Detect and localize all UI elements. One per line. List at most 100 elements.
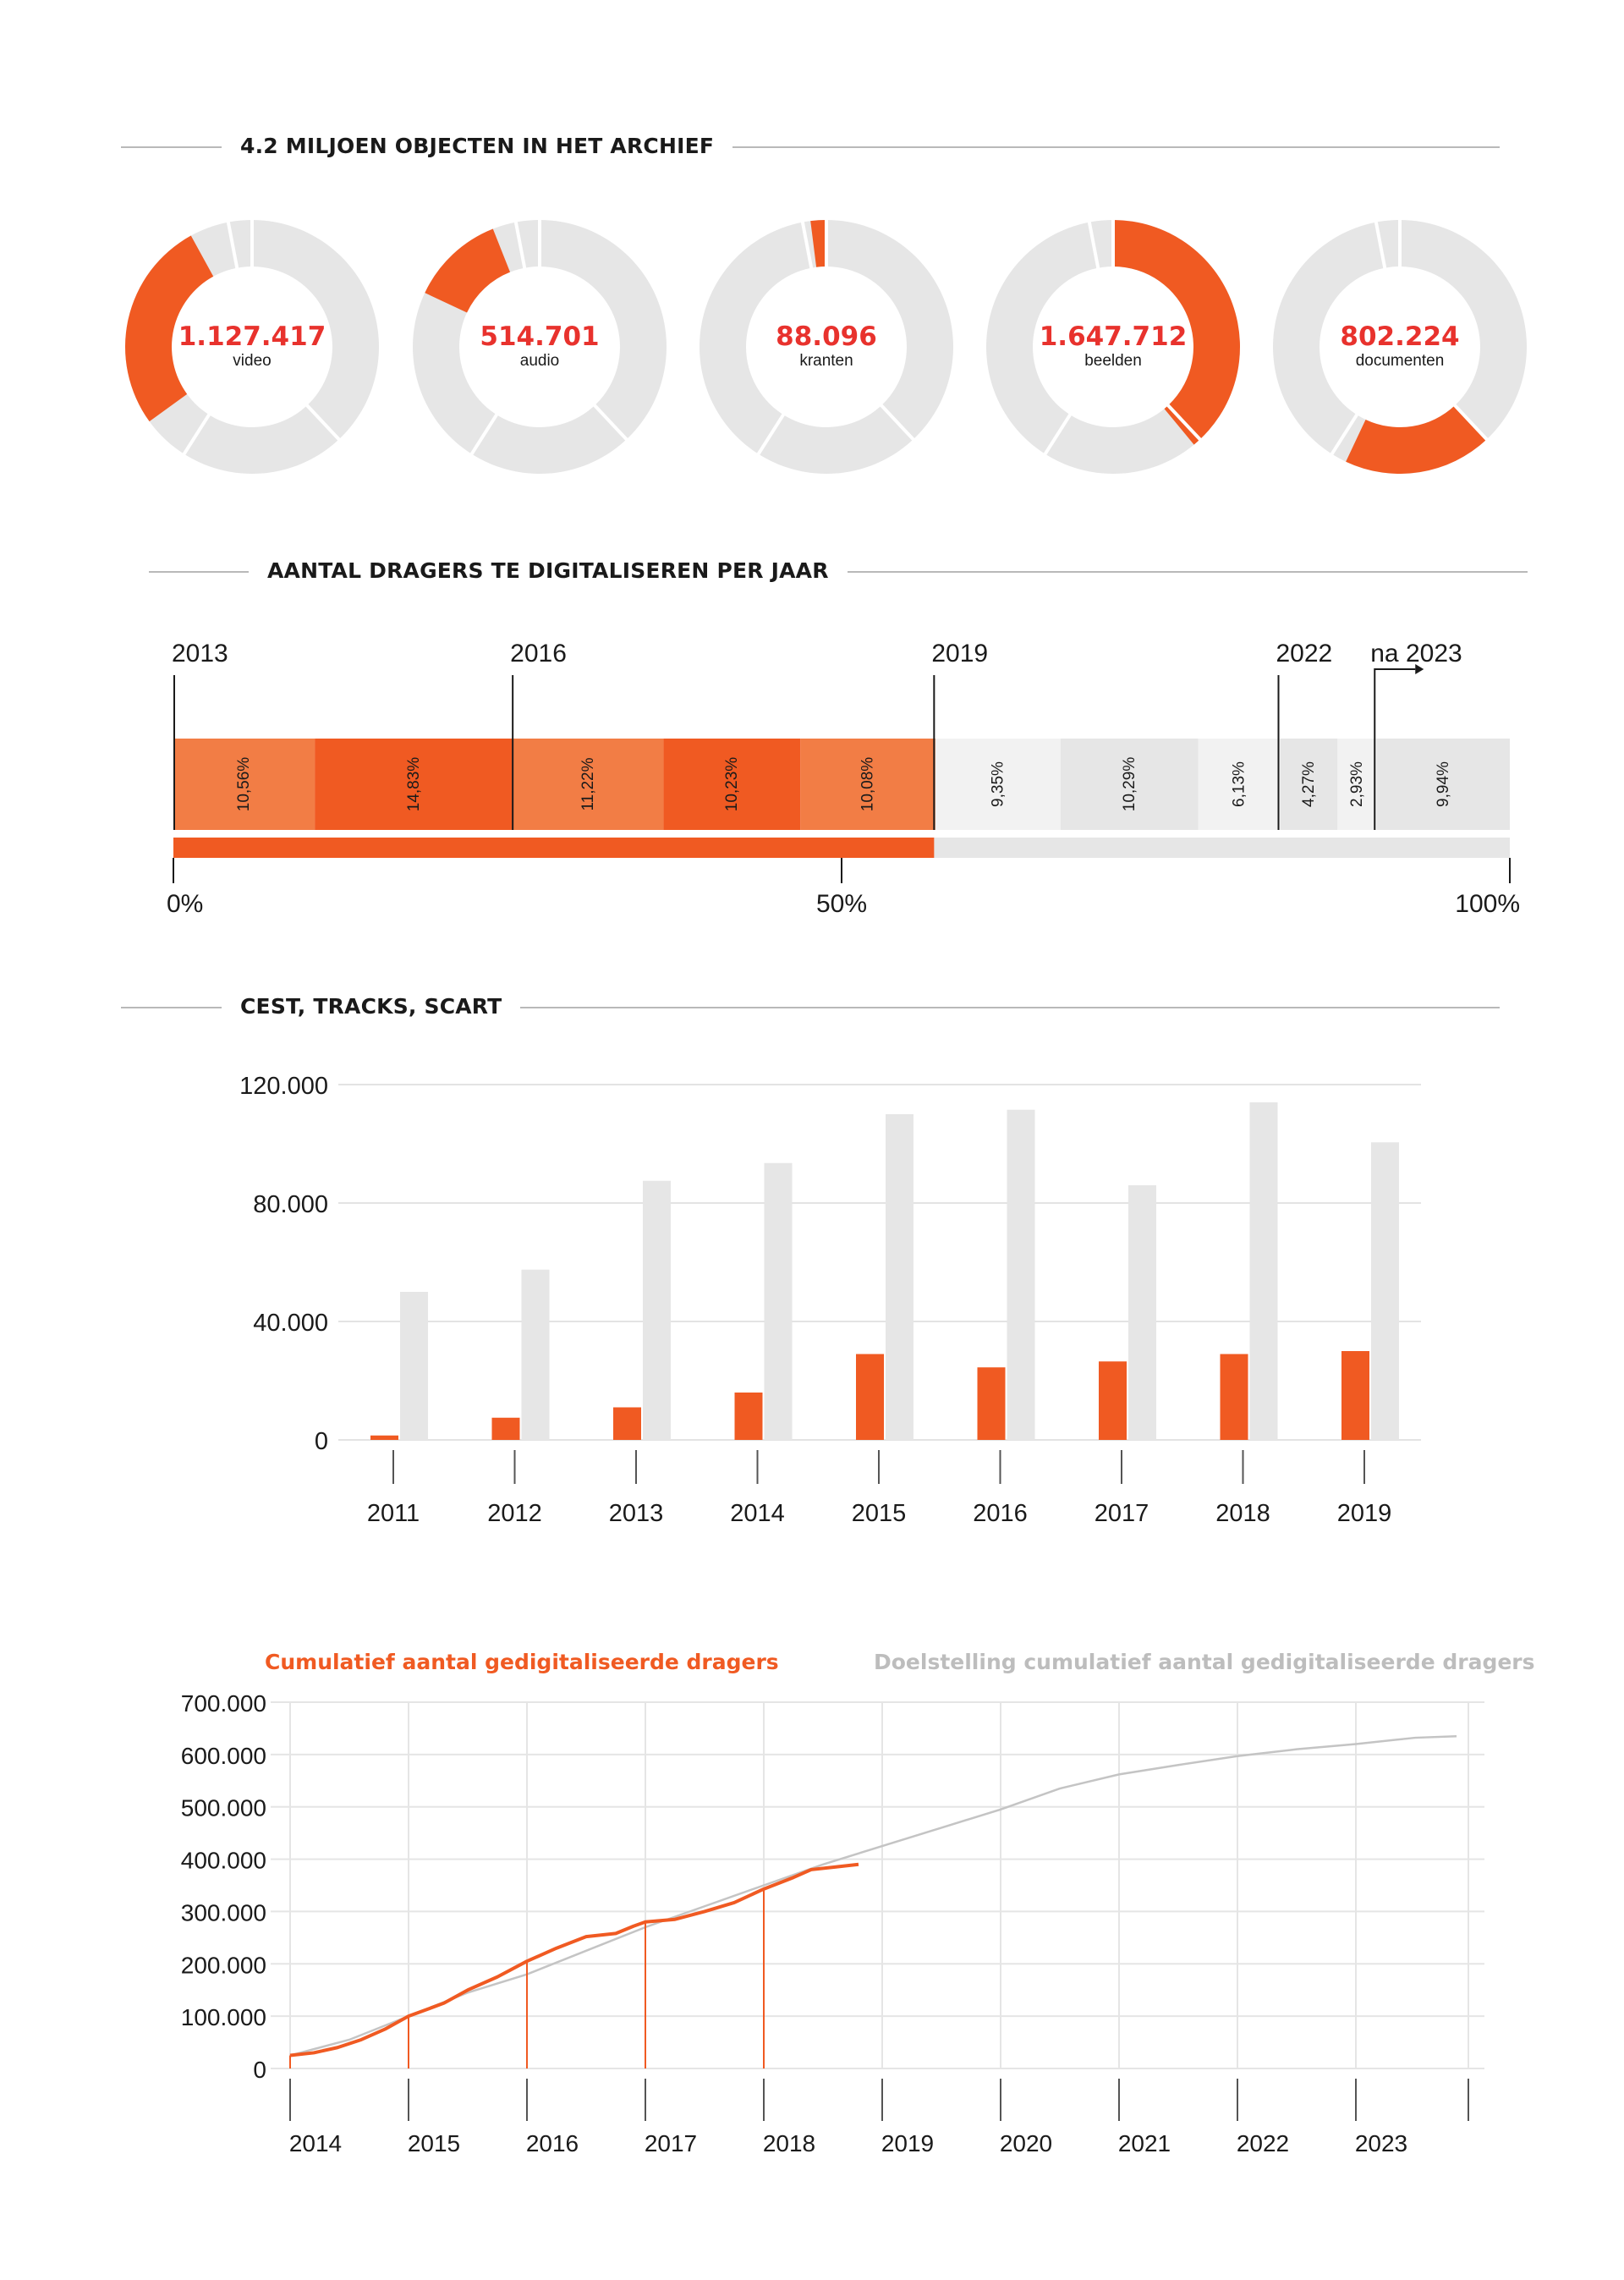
bar-grey xyxy=(1007,1109,1035,1440)
donut-ring xyxy=(1273,218,1527,474)
stack-segment xyxy=(1376,739,1510,830)
bar-orange xyxy=(977,1367,1006,1440)
donut-documenten: 802.224 documenten xyxy=(1269,216,1531,478)
bar-orange xyxy=(856,1354,884,1440)
x-tick-label: 2023 xyxy=(1355,2130,1407,2156)
x-tick-label: 2021 xyxy=(1118,2130,1171,2156)
donut-center-text: 514.701 audio xyxy=(409,216,671,478)
stack-segment-label: 10,08% xyxy=(859,757,877,812)
donut-value: 1.647.712 xyxy=(1039,321,1188,352)
donut-label: beelden xyxy=(1084,352,1142,371)
stack-segment xyxy=(1198,739,1281,830)
y-tick-label: 300.000 xyxy=(181,1899,266,1926)
bar-section-title: AANTAL DRAGERS TE DIGITALISEREN PER JAAR xyxy=(249,558,848,583)
donuts-section-title: 4.2 MILJOEN OBJECTEN IN HET ARCHIEF xyxy=(222,134,733,158)
bar-grey xyxy=(1371,1142,1399,1440)
axis-tick-label: 50% xyxy=(816,890,867,918)
donut-separator xyxy=(1087,220,1100,271)
x-tick-label: 2017 xyxy=(1095,1500,1149,1527)
bar-orange xyxy=(1341,1351,1369,1440)
year-marker-label: na 2023 xyxy=(1370,640,1462,668)
donut-audio: 514.701 audio xyxy=(409,216,671,478)
stack-segment xyxy=(315,739,513,830)
y-tick-label: 0 xyxy=(315,1428,328,1455)
bar-orange xyxy=(1099,1361,1127,1440)
donut-value: 514.701 xyxy=(480,321,600,352)
progress-fill xyxy=(173,838,935,858)
x-tick-label: 2022 xyxy=(1237,2130,1289,2156)
donut-value: 88.096 xyxy=(776,321,877,352)
donut-value: 802.224 xyxy=(1340,321,1460,352)
axis-tick-label: 0% xyxy=(167,890,203,918)
stack-segment xyxy=(513,739,664,830)
stack-segment-label: 6,13% xyxy=(1231,761,1248,807)
stack-segment-label: 10,29% xyxy=(1121,757,1138,812)
donut-background-slice xyxy=(1273,220,1527,474)
y-tick-label: 600.000 xyxy=(181,1743,266,1769)
stack-segment xyxy=(1337,739,1377,830)
bar-orange xyxy=(734,1393,763,1440)
donut-separator xyxy=(469,412,499,457)
donut-highlight-slice xyxy=(124,235,214,422)
donut-center-text: 88.096 kranten xyxy=(695,216,957,478)
donut-highlight-slice xyxy=(425,228,511,313)
stack-segment-label: 9,35% xyxy=(989,761,1007,807)
bar-grey xyxy=(1249,1102,1278,1440)
x-tick-label: 2015 xyxy=(852,1500,907,1527)
donut-separator xyxy=(226,220,239,271)
bar-grey xyxy=(1128,1185,1156,1440)
cest-section-title: CEST, TRACKS, SCART xyxy=(222,994,521,1019)
actual-line xyxy=(289,1862,859,2057)
x-tick-label: 2019 xyxy=(881,2130,934,2156)
donut-label: kranten xyxy=(799,352,853,371)
x-tick-label: 2011 xyxy=(367,1500,420,1527)
donut-separator xyxy=(304,403,342,442)
year-marker-label: 2019 xyxy=(931,640,988,668)
bar-grey xyxy=(521,1269,550,1440)
cumulative-line-chart: 0 100.000 200.000 300.000 400.000 500.000 600.… xyxy=(181,1690,1484,2156)
donut-highlight-slice xyxy=(1346,405,1487,474)
bar-grey xyxy=(764,1162,793,1440)
y-tick-label: 200.000 xyxy=(181,1952,266,1978)
x-tick-label: 2020 xyxy=(1000,2130,1052,2156)
x-tick-label: 2014 xyxy=(289,2130,342,2156)
y-tick-label: 40.000 xyxy=(253,1310,328,1337)
x-tick-label: 2013 xyxy=(609,1500,664,1527)
donut-separator xyxy=(879,403,916,442)
donut-center-text: 802.224 documenten xyxy=(1269,216,1531,478)
bar-orange xyxy=(613,1407,641,1440)
donut-separator xyxy=(800,220,814,271)
stack-segment xyxy=(1280,739,1338,830)
donuts-title-rule xyxy=(121,146,1500,148)
donut-separator xyxy=(592,403,629,442)
bar-orange xyxy=(1220,1354,1248,1440)
stack-segment-label: 10,23% xyxy=(723,757,741,812)
donut-separator xyxy=(181,412,211,457)
donut-value: 1.127.417 xyxy=(178,321,326,352)
donut-label: documenten xyxy=(1355,352,1445,371)
donut-beelden: 1.647.712 beelden xyxy=(982,216,1244,478)
y-tick-label: 400.000 xyxy=(181,1848,266,1874)
target-line xyxy=(289,1734,1457,2057)
arrow-head-icon xyxy=(1415,664,1424,674)
x-tick-label: 2014 xyxy=(730,1500,785,1527)
x-tick-label: 2018 xyxy=(1215,1500,1270,1527)
stack-segment xyxy=(935,739,1061,830)
donut-highlight-slice xyxy=(810,220,826,267)
stack-segment xyxy=(663,739,801,830)
donut-separator xyxy=(1374,220,1387,271)
donut-highlight-slice xyxy=(1113,220,1240,445)
donut-ring xyxy=(124,218,379,474)
x-tick-label: 2018 xyxy=(763,2130,815,2156)
bar-orange xyxy=(491,1417,520,1440)
year-marker-label: 2016 xyxy=(510,640,567,668)
donut-separator xyxy=(1329,412,1359,457)
digitization-stacked-bar-chart: 10,56% 14,83% 11,22% 10,23% 10,08% 9,35% 10,29… xyxy=(167,640,1520,918)
x-tick-label: 2016 xyxy=(973,1500,1028,1527)
stack-segment-label: 14,83% xyxy=(405,757,423,812)
x-tick-label: 2019 xyxy=(1337,1500,1392,1527)
donut-ring xyxy=(986,218,1240,474)
donut-label: video xyxy=(233,352,272,371)
donut-center-text: 1.647.712 beelden xyxy=(982,216,1244,478)
stack-segment-label: 9,94% xyxy=(1435,761,1452,807)
